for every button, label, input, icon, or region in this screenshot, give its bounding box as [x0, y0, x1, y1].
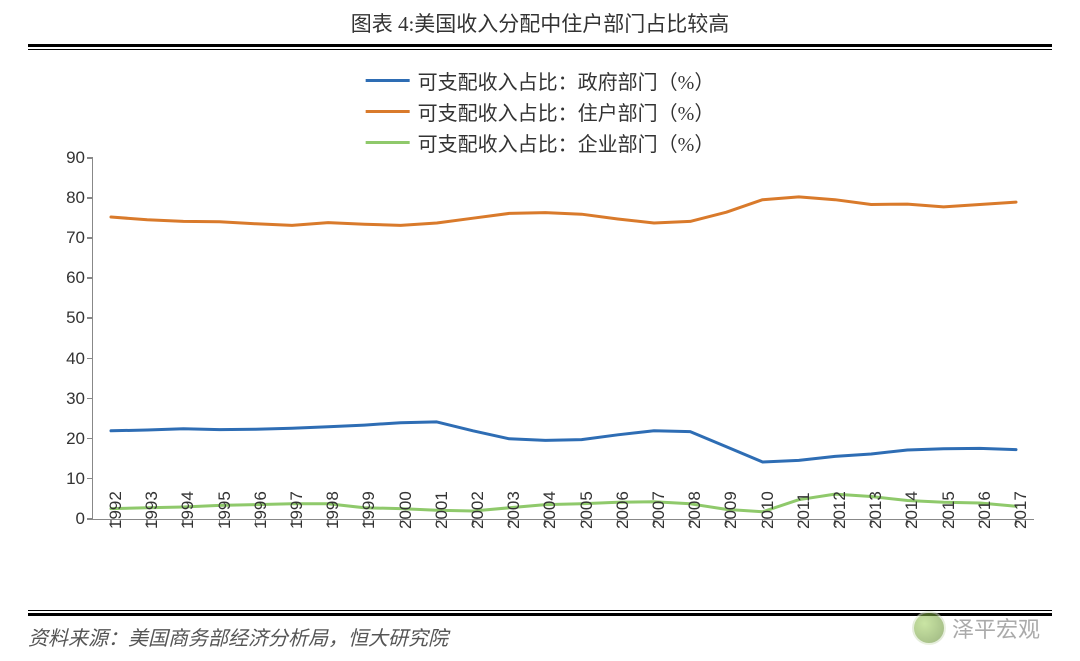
x-tick-label: 2004 — [540, 491, 560, 529]
legend-label: 可支配收入占比：政府部门（%） — [418, 66, 715, 95]
x-tick-label: 2001 — [432, 491, 452, 529]
x-tick-label: 2015 — [939, 491, 959, 529]
x-tick-label: 1995 — [215, 491, 235, 529]
y-tick-mark — [87, 518, 93, 520]
legend-label: 可支配收入占比：住户部门（%） — [418, 97, 715, 126]
x-tick-label: 2016 — [975, 491, 995, 529]
legend-swatch — [366, 79, 410, 82]
legend-swatch — [366, 110, 410, 113]
series-line — [111, 197, 1016, 226]
x-tick-label: 2013 — [866, 491, 886, 529]
x-tick-label: 2012 — [830, 491, 850, 529]
chart-area: 可支配收入占比：政府部门（%）可支配收入占比：住户部门（%）可支配收入占比：企业… — [28, 50, 1052, 598]
chart-title: 图表 4:美国收入分配中住户部门占比较高 — [0, 0, 1080, 44]
y-tick-mark — [87, 358, 93, 360]
legend-label: 可支配收入占比：企业部门（%） — [418, 128, 715, 157]
x-tick-label: 1996 — [251, 491, 271, 529]
x-tick-label: 2009 — [721, 491, 741, 529]
legend-swatch — [366, 141, 410, 144]
rule-bottom-thin — [28, 610, 1052, 611]
x-tick-label: 2014 — [902, 491, 922, 529]
x-tick-label: 2005 — [577, 491, 597, 529]
plot-area: 0102030405060708090199219931994199519961… — [92, 158, 1034, 520]
footer: 资料来源：美国商务部经济分析局，恒大研究院 — [28, 610, 1052, 651]
legend-item: 可支配收入占比：住户部门（%） — [366, 97, 715, 126]
y-tick-mark — [87, 237, 93, 239]
series-line — [111, 422, 1016, 462]
x-tick-label: 2000 — [396, 491, 416, 529]
y-tick-mark — [87, 438, 93, 440]
x-tick-label: 1992 — [106, 491, 126, 529]
x-tick-label: 2003 — [504, 491, 524, 529]
line-series-svg — [93, 158, 1034, 519]
x-tick-label: 2002 — [468, 491, 488, 529]
x-tick-label: 2010 — [758, 491, 778, 529]
x-tick-label: 1997 — [287, 491, 307, 529]
legend-item: 可支配收入占比：企业部门（%） — [366, 128, 715, 157]
watermark-text: 泽平宏观 — [952, 612, 1040, 644]
x-tick-label: 1994 — [178, 491, 198, 529]
x-tick-label: 2006 — [613, 491, 633, 529]
watermark-logo-icon — [912, 611, 946, 645]
x-tick-label: 1999 — [359, 491, 379, 529]
y-tick-mark — [87, 197, 93, 199]
y-tick-mark — [87, 398, 93, 400]
x-tick-label: 1993 — [142, 491, 162, 529]
x-tick-label: 1998 — [323, 491, 343, 529]
y-tick-mark — [87, 157, 93, 159]
x-tick-label: 2017 — [1011, 491, 1031, 529]
source-text: 资料来源：美国商务部经济分析局，恒大研究院 — [28, 616, 1052, 651]
legend-item: 可支配收入占比：政府部门（%） — [366, 66, 715, 95]
x-tick-label: 2008 — [685, 491, 705, 529]
watermark: 泽平宏观 — [912, 611, 1040, 645]
rule-top-thick — [28, 44, 1052, 47]
legend: 可支配收入占比：政府部门（%）可支配收入占比：住户部门（%）可支配收入占比：企业… — [366, 64, 715, 159]
y-tick-mark — [87, 478, 93, 480]
y-tick-mark — [87, 277, 93, 279]
y-tick-mark — [87, 317, 93, 319]
x-tick-label: 2007 — [649, 491, 669, 529]
x-tick-label: 2011 — [794, 492, 814, 529]
